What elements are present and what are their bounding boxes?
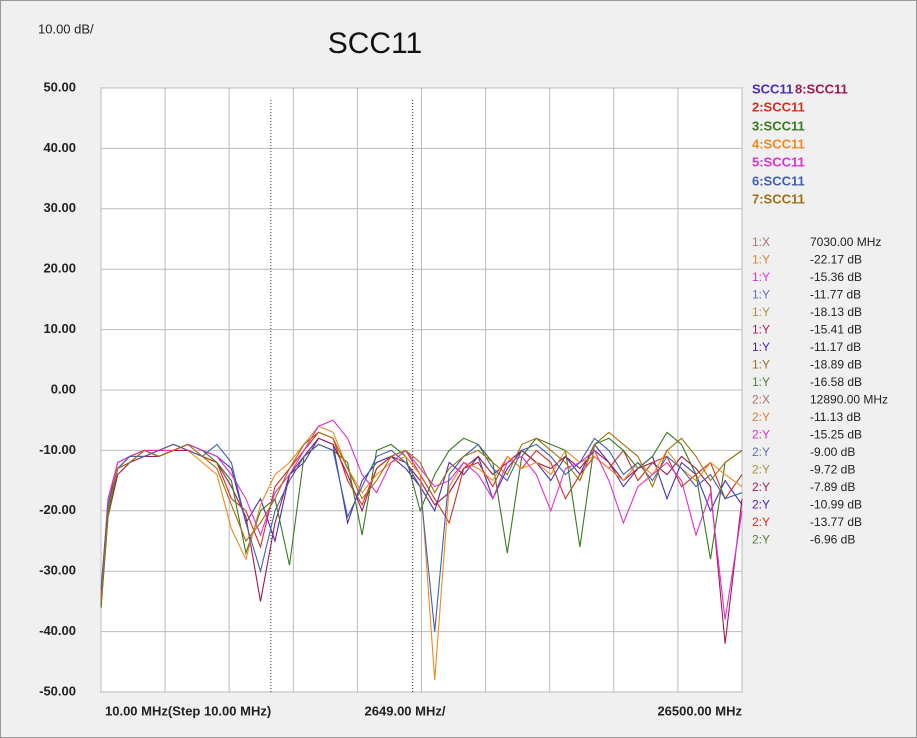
marker-label: 2:Y [752,480,770,494]
marker-value: -7.89 dB [810,480,855,494]
y-tick-label: -20.00 [39,502,76,517]
marker-value: -9.72 dB [810,463,855,477]
marker-value: -11.17 dB [810,340,861,354]
scale-label: 10.00 dB/ [38,21,94,36]
trace [100,419,743,620]
marker-value: -16.58 dB [810,375,862,389]
legend-entry: 6:SCC11 [752,173,805,188]
trace [100,425,743,680]
marker-label: 1:Y [752,305,770,319]
chart-title: SCC11 [328,27,422,60]
marker-label: 1:Y [752,340,770,354]
marker-label: 2:X [752,393,770,407]
y-tick-label: 0.00 [51,381,76,396]
marker-label: 1:Y [752,323,770,337]
legend-entry: 4:SCC11 [752,136,805,151]
marker-value: -11.13 dB [810,410,861,424]
marker-value: 12890.00 MHz [810,393,888,407]
marker-value: -13.77 dB [810,515,862,529]
marker-label: 1:X [752,235,770,249]
marker-value: -15.36 dB [810,270,862,284]
y-tick-label: -30.00 [39,563,76,578]
marker-value: -18.89 dB [810,358,862,372]
marker-value: -22.17 dB [810,253,862,267]
marker-label: 2:Y [752,463,770,477]
marker-value: -18.13 dB [810,305,862,319]
legend-entry: 3:SCC11 [752,118,805,133]
marker-value: 7030.00 MHz [810,235,881,249]
legend-entry: 8:SCC11 [795,81,848,96]
y-tick-label: 30.00 [43,200,76,215]
marker-label: 2:Y [752,498,770,512]
marker-value: -6.96 dB [810,533,855,547]
x-label-start: 10.00 MHz(Step 10.00 MHz) [105,703,271,718]
marker-label: 2:Y [752,445,770,459]
marker-label: 1:Y [752,270,770,284]
marker-label: 2:Y [752,515,770,529]
trace [100,431,743,602]
y-tick-label: -40.00 [39,623,76,638]
legend-entry: 5:SCC11 [752,154,805,169]
marker-label: 2:Y [752,533,770,547]
marker-label: 1:Y [752,375,770,389]
marker-value: -11.77 dB [810,288,861,302]
marker-value: -15.41 dB [810,323,862,337]
marker-label: 2:Y [752,410,770,424]
y-tick-label: 40.00 [43,140,76,155]
y-tick-label: 50.00 [43,79,76,94]
legend-entry: 7:SCC11 [752,191,805,206]
x-label-end: 26500.00 MHz [657,703,742,718]
y-tick-label: -50.00 [39,683,76,698]
legend-entry: SCC11 [752,81,793,96]
x-label-center: 2649.00 MHz/ [365,703,446,718]
legend-entry: 2:SCC11 [752,99,805,114]
y-tick-label: -10.00 [39,442,76,457]
y-tick-label: 20.00 [43,261,76,276]
marker-label: 1:Y [752,253,770,267]
marker-value: -9.00 dB [810,445,855,459]
marker-value: -15.25 dB [810,428,862,442]
marker-label: 2:Y [752,428,770,442]
marker-label: 1:Y [752,288,770,302]
trace [100,437,743,632]
y-tick-label: 10.00 [43,321,76,336]
marker-value: -10.99 dB [810,498,862,512]
marker-label: 1:Y [752,358,770,372]
